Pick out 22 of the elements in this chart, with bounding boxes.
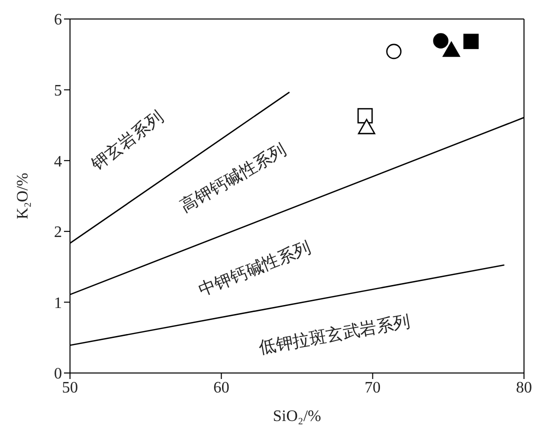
y-tick-label: 6 bbox=[54, 12, 62, 29]
x-tick-label: 80 bbox=[516, 379, 532, 396]
y-tick-label: 2 bbox=[54, 224, 62, 242]
point bbox=[463, 34, 479, 50]
point bbox=[433, 33, 448, 48]
point bbox=[358, 118, 376, 134]
x-tick-label: 60 bbox=[213, 379, 230, 396]
point bbox=[357, 108, 373, 124]
x-tick-label: 50 bbox=[62, 379, 78, 396]
y-axis-title: K₂O/% bbox=[14, 172, 32, 220]
point bbox=[386, 44, 402, 60]
y-tick-label: 1 bbox=[54, 294, 62, 312]
point bbox=[442, 42, 460, 57]
y-tick-label: 5 bbox=[54, 82, 62, 100]
y-tick-label: 4 bbox=[54, 153, 62, 170]
annotation: 低钾拉斑玄武岩系列 bbox=[258, 312, 412, 358]
annotation: 高钾钙碱性系列 bbox=[176, 140, 290, 217]
annotation: 钾玄岩系列 bbox=[87, 107, 168, 176]
annotation: 中钾钙碱性系列 bbox=[196, 238, 314, 301]
x-tick-label: 70 bbox=[364, 379, 381, 396]
x-axis-title: SiO₂/% bbox=[272, 408, 322, 425]
y-tick-label: 0 bbox=[54, 366, 62, 383]
